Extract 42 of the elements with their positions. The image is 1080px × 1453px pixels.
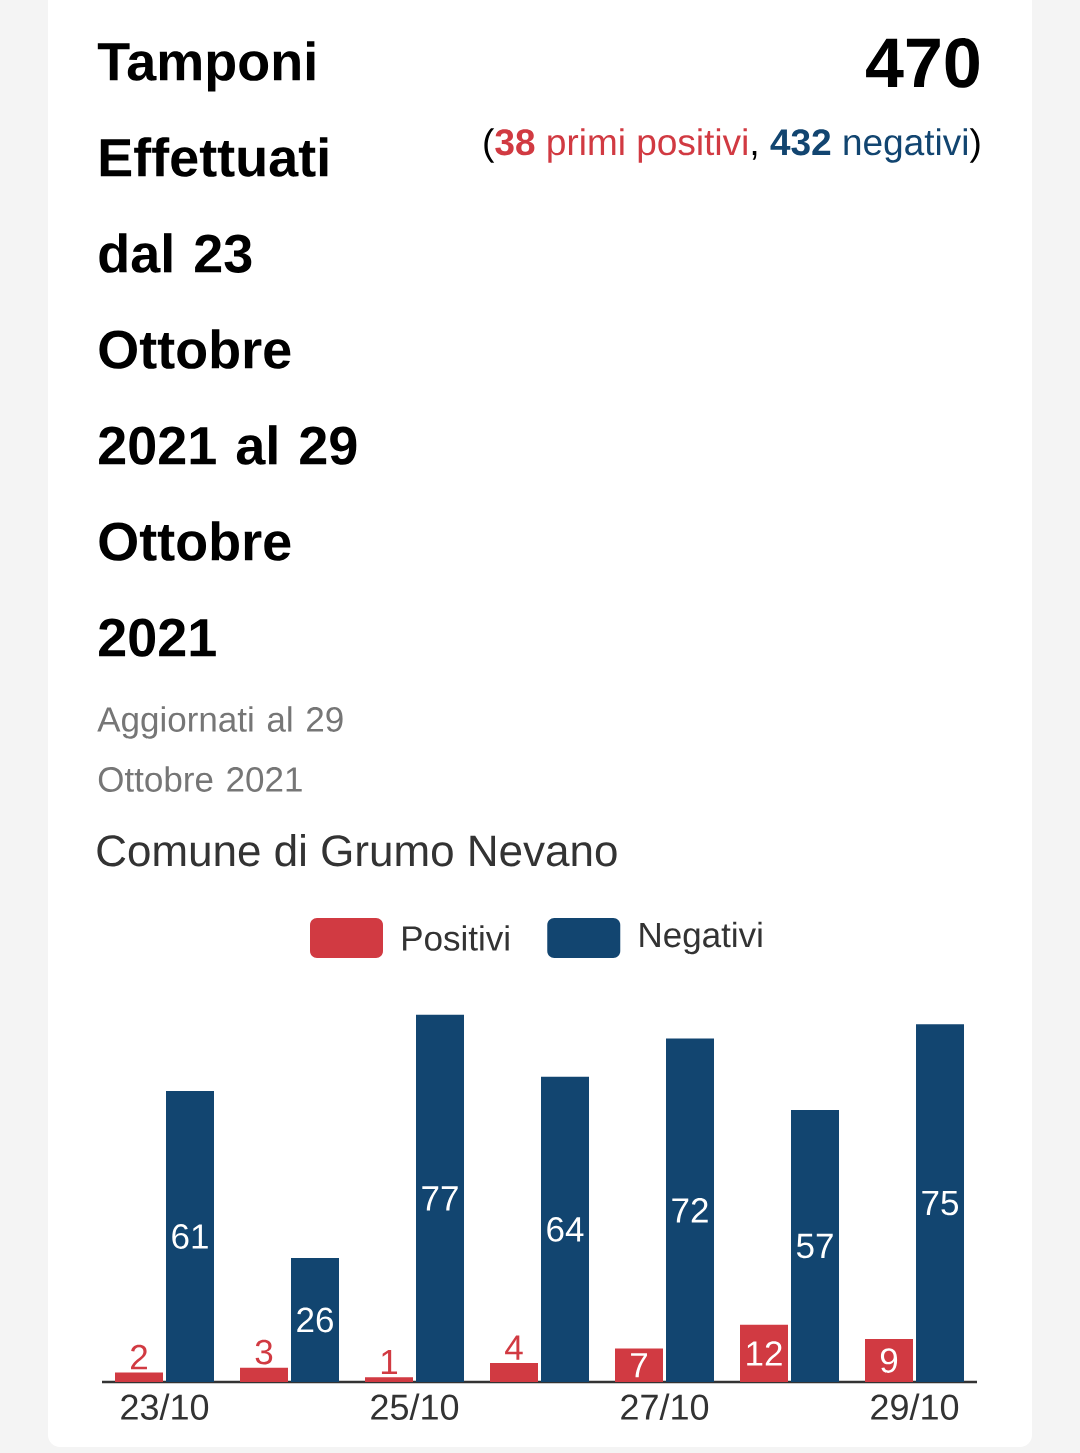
- x-tick-label: 23/10: [121, 1393, 209, 1420]
- data-label: 64: [547, 1216, 584, 1242]
- x-tick-label: 29/10: [871, 1393, 959, 1420]
- data-label: 77: [422, 1186, 458, 1211]
- text: ): [969, 128, 980, 163]
- legend-label: Negativi: [640, 921, 762, 955]
- data-label: 3: [255, 1339, 273, 1365]
- text: 432 negativi: [770, 128, 967, 163]
- bar: [291, 1257, 339, 1382]
- data-label: 75: [922, 1190, 959, 1216]
- data-label: 4: [505, 1335, 523, 1360]
- chart-title: Tamponi Effettuati dal 23 Ottobre 2021 al 29 Ottobre 2021: [97, 41, 357, 657]
- text: 470: [866, 38, 979, 88]
- bar: [666, 1038, 714, 1382]
- x-tick-label: 25/10: [371, 1393, 459, 1420]
- data-label: 12: [747, 1341, 782, 1366]
- bar: [865, 1339, 914, 1382]
- data-label: 61: [172, 1224, 208, 1249]
- bar: [365, 1377, 413, 1382]
- bar: [490, 1362, 538, 1382]
- data-label: 9: [880, 1348, 898, 1373]
- data-label: 72: [672, 1198, 708, 1223]
- data-label: 7: [631, 1353, 647, 1378]
- bar: [615, 1348, 664, 1382]
- chart-subtitle: Aggiornati al 29 Ottobre 2021: [97, 706, 343, 792]
- legend-label: Positivi: [403, 925, 509, 951]
- bar: [541, 1076, 590, 1382]
- bar: [240, 1367, 288, 1382]
- text: (: [484, 128, 495, 163]
- bar: [416, 1014, 464, 1382]
- bar: [791, 1110, 840, 1382]
- bar: [115, 1372, 163, 1382]
- bar: [166, 1091, 214, 1382]
- data-label: 1: [381, 1349, 398, 1375]
- bar: [916, 1024, 965, 1382]
- data-label: 26: [297, 1307, 333, 1333]
- data-label: 57: [796, 1233, 833, 1259]
- text: Comune di Grumo Nevano: [97, 834, 617, 867]
- x-tick-label: 27/10: [621, 1393, 709, 1420]
- text: 38 primi positivi: [495, 128, 747, 163]
- text: ,: [752, 151, 757, 160]
- data-label: 2: [131, 1344, 147, 1370]
